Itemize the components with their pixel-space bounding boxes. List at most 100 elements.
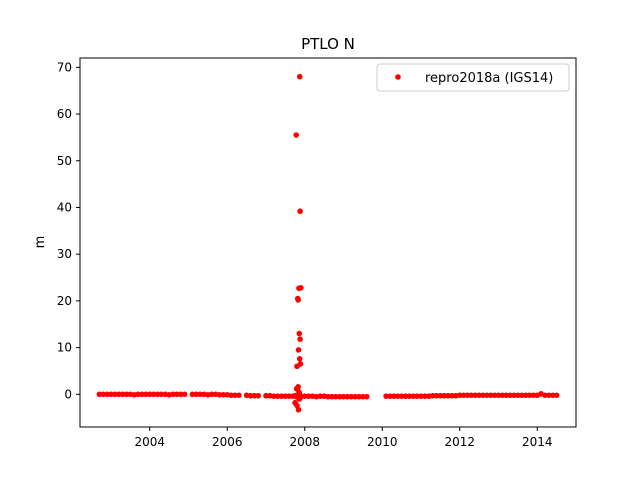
data-point (274, 393, 281, 399)
data-point (437, 392, 444, 399)
data-point (356, 393, 362, 400)
y-tick-label: 50 (57, 154, 72, 168)
y-axis-ticks: 0 10 20 30 40 50 60 70 (57, 60, 80, 401)
data-point (295, 347, 302, 353)
data-point (429, 392, 436, 399)
data-point (197, 391, 203, 398)
data-point (139, 391, 145, 398)
data-point (112, 391, 118, 398)
legend-box (376, 63, 570, 92)
data-point (511, 392, 517, 399)
data-point (208, 391, 215, 398)
x-tick-label: 2006 (212, 435, 243, 449)
data-point (119, 391, 126, 398)
data-point (150, 391, 157, 398)
y-tick-label: 20 (57, 294, 72, 308)
data-point (100, 391, 107, 398)
data-point (499, 392, 506, 399)
data-point (296, 73, 303, 80)
data-point (480, 392, 486, 399)
data-point (491, 392, 498, 399)
data-point (394, 393, 401, 399)
data-point (456, 392, 463, 399)
data-point (295, 406, 302, 413)
data-point (115, 391, 122, 398)
data-point (387, 393, 393, 399)
data-point (329, 393, 335, 400)
y-tick-label: 70 (57, 60, 72, 74)
data-point (526, 392, 533, 399)
data-point (487, 392, 494, 399)
data-point (503, 392, 510, 399)
data-point (193, 391, 200, 398)
data-point (108, 391, 114, 398)
data-point (410, 393, 417, 399)
data-point (135, 391, 141, 398)
data-point (553, 392, 560, 399)
data-point (360, 393, 366, 400)
y-tick-label: 30 (57, 247, 72, 261)
data-point (282, 393, 289, 399)
y-tick-label: 0 (64, 387, 72, 401)
data-point (460, 392, 467, 399)
data-point (296, 356, 303, 362)
data-point (472, 392, 479, 399)
data-point (515, 392, 521, 399)
data-point (247, 392, 254, 399)
y-tick-label: 60 (57, 107, 72, 121)
data-point (294, 402, 300, 409)
data-point (294, 363, 300, 370)
data-point (270, 393, 277, 399)
x-tick-label: 2012 (444, 435, 475, 449)
data-point (123, 391, 130, 398)
data-point (542, 392, 548, 399)
data-point (96, 391, 103, 398)
data-point (422, 393, 428, 399)
data-point (391, 393, 397, 399)
data-point (174, 391, 180, 398)
data-point (414, 393, 420, 399)
data-point (340, 393, 347, 400)
data-point (441, 392, 448, 399)
legend-marker (395, 74, 401, 80)
data-point (296, 390, 303, 397)
data-point (286, 393, 293, 399)
data-point (352, 393, 358, 400)
data-point (177, 391, 184, 398)
x-tick-label: 2014 (522, 435, 553, 449)
data-point (402, 393, 409, 399)
data-point (363, 393, 370, 400)
data-point (406, 393, 413, 399)
data-point (220, 391, 227, 398)
data-point (104, 391, 110, 398)
data-point (251, 392, 258, 399)
data-point (189, 391, 196, 398)
data-point (383, 393, 389, 399)
data-point (332, 393, 339, 400)
data-point (236, 392, 242, 399)
data-point (296, 285, 302, 292)
plot-frame (79, 57, 577, 428)
data-point (154, 391, 161, 398)
data-point (507, 392, 513, 399)
data-point (146, 391, 153, 398)
data-point (433, 392, 440, 399)
data-point (546, 392, 552, 399)
data-point (293, 132, 300, 138)
legend: repro2018a (IGS14) (376, 63, 570, 92)
x-tick-label: 2004 (134, 435, 165, 449)
data-point (468, 392, 475, 399)
data-point (344, 393, 351, 400)
data-point (228, 392, 234, 399)
data-point (278, 393, 285, 399)
data-point (216, 391, 223, 398)
data-point (295, 297, 301, 303)
data-point (297, 208, 303, 215)
data-point (336, 393, 343, 400)
data-point (522, 392, 529, 399)
data-point (181, 391, 188, 398)
data-point (518, 392, 525, 399)
data-point (484, 392, 490, 399)
data-point (449, 392, 455, 399)
data-point (143, 391, 149, 398)
